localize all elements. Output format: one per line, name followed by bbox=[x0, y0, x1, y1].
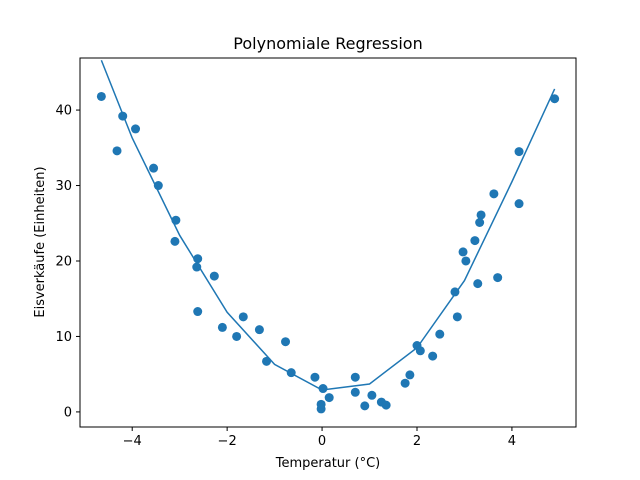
scatter-point bbox=[262, 356, 272, 366]
scatter-point bbox=[450, 287, 460, 297]
plot-frame bbox=[79, 57, 577, 428]
scatter-point bbox=[428, 351, 438, 361]
plot-content bbox=[96, 59, 560, 414]
scatter-point bbox=[193, 254, 203, 264]
scatter-point bbox=[458, 247, 468, 257]
scatter-point bbox=[514, 147, 524, 157]
scatter-point bbox=[475, 218, 485, 227]
scatter-point bbox=[209, 271, 219, 281]
chart-title: Polynomiale Regression bbox=[233, 34, 422, 53]
scatter-point bbox=[350, 387, 360, 397]
scatter-point bbox=[153, 181, 163, 191]
scatter-point bbox=[415, 346, 425, 356]
scatter-point bbox=[367, 390, 377, 400]
scatter-point bbox=[452, 312, 462, 322]
scatter-point bbox=[112, 146, 122, 156]
scatter-point bbox=[489, 189, 499, 199]
scatter-point bbox=[514, 199, 524, 209]
scatter-point bbox=[318, 384, 328, 394]
scatter-point bbox=[473, 279, 483, 289]
y-axis: 0 10 20 30 40 bbox=[55, 104, 80, 420]
scatter-point bbox=[405, 370, 415, 380]
scatter-point bbox=[96, 91, 106, 101]
x-axis-label: Temperatur (°C) bbox=[275, 456, 381, 471]
scatter-point bbox=[232, 331, 242, 341]
x-tick-label: 2 bbox=[413, 434, 421, 449]
scatter-point bbox=[316, 399, 326, 409]
scatter-point bbox=[310, 372, 320, 382]
y-tick-label: 40 bbox=[55, 104, 72, 119]
scatter-point bbox=[171, 215, 181, 225]
scatter-point bbox=[360, 401, 370, 411]
scatter-point bbox=[435, 329, 445, 339]
y-tick-label: 10 bbox=[55, 330, 72, 345]
scatter-point bbox=[131, 124, 141, 134]
scatter-point bbox=[400, 378, 410, 388]
scatter-point bbox=[238, 312, 248, 322]
scatter-point bbox=[550, 94, 560, 104]
scatter-point bbox=[254, 325, 264, 335]
scatter-point bbox=[192, 262, 202, 272]
x-tick-label: −4 bbox=[123, 434, 142, 449]
x-tick-label: 4 bbox=[508, 434, 516, 449]
scatter-point bbox=[493, 273, 503, 283]
regression-fit-line bbox=[100, 59, 556, 391]
scatter-point bbox=[286, 368, 296, 378]
scatter-point bbox=[461, 256, 471, 266]
y-tick-label: 0 bbox=[64, 405, 72, 420]
x-axis: −4 −2 0 2 4 bbox=[123, 427, 516, 449]
scatter-point bbox=[470, 236, 480, 246]
scatter-point bbox=[324, 393, 334, 403]
x-tick-label: 0 bbox=[318, 434, 326, 449]
scatter-point bbox=[381, 400, 391, 410]
scatter-point bbox=[193, 307, 203, 317]
x-tick-label: −2 bbox=[218, 434, 237, 449]
scatter-point bbox=[281, 337, 291, 347]
scatter-point bbox=[149, 163, 159, 173]
scatter-point bbox=[118, 111, 128, 121]
scatter-point bbox=[476, 210, 486, 220]
scatter-point bbox=[350, 372, 360, 382]
scatter-point bbox=[170, 236, 180, 246]
y-tick-label: 20 bbox=[55, 254, 72, 269]
y-axis-label: Eisverkäufe (Einheiten) bbox=[33, 166, 48, 317]
y-tick-label: 30 bbox=[55, 179, 72, 194]
scatter-point bbox=[217, 322, 227, 332]
